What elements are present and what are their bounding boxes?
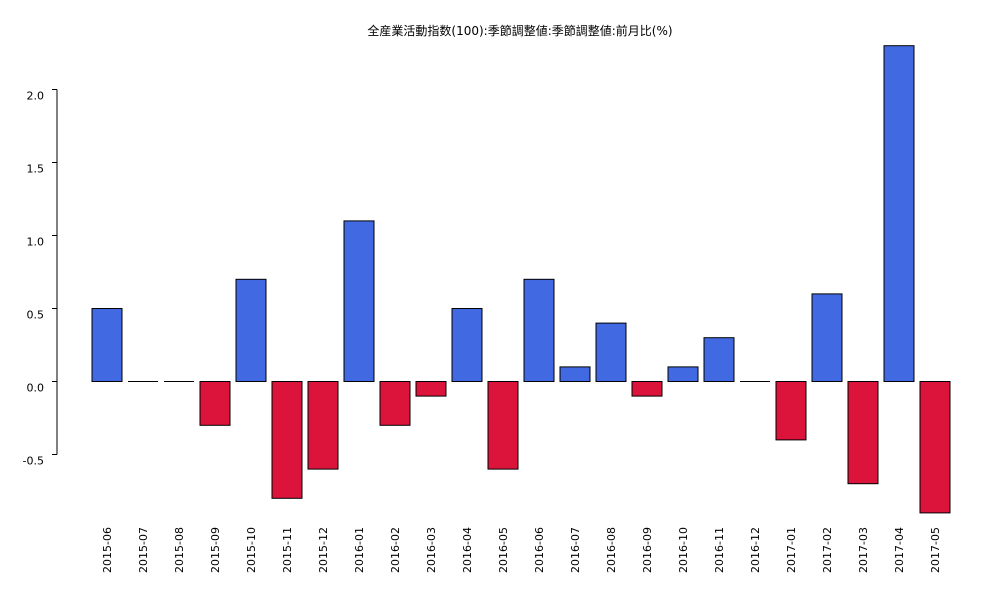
bar-2017-02 xyxy=(811,293,843,382)
x-tick-label: 2016-05 xyxy=(497,527,510,573)
bar-2016-01 xyxy=(343,220,375,382)
x-tick-label: 2015-08 xyxy=(173,527,186,573)
bar-2016-10 xyxy=(667,366,699,382)
x-tick-label: 2016-06 xyxy=(533,527,546,573)
bar-2016-08 xyxy=(595,322,627,383)
chart-title: 全産業活動指数(100):季節調整値:季節調整値:前月比(%) xyxy=(367,23,672,38)
y-tick-label: 1.0 xyxy=(27,236,45,249)
y-tick-label: 2.0 xyxy=(27,90,45,103)
y-tick-label: 0.5 xyxy=(27,309,45,322)
bar-2016-06 xyxy=(523,278,555,382)
x-tick-label: 2017-05 xyxy=(929,527,942,573)
x-tick-label: 2016-08 xyxy=(605,527,618,573)
x-tick-label: 2016-04 xyxy=(461,527,474,573)
x-tick-label: 2016-09 xyxy=(641,527,654,573)
x-tick-label: 2016-11 xyxy=(713,527,726,573)
bar-2016-03 xyxy=(415,381,447,397)
bar-2016-05 xyxy=(487,381,519,470)
x-tick-label: 2015-07 xyxy=(137,527,150,573)
bars xyxy=(91,45,951,514)
bar-2016-04 xyxy=(451,308,483,382)
x-tick-label: 2016-01 xyxy=(353,527,366,573)
x-tick-label: 2015-10 xyxy=(245,527,258,573)
bar-2016-02 xyxy=(379,381,411,426)
x-tick-label: 2017-03 xyxy=(857,527,870,573)
bar-2016-09 xyxy=(631,381,663,397)
bar-2016-07 xyxy=(559,366,591,382)
x-tick-label: 2016-03 xyxy=(425,527,438,573)
y-axis: -0.5 0.0 0.5 1.0 1.5 2.0 xyxy=(23,89,58,468)
x-tick-label: 2015-09 xyxy=(209,527,222,573)
x-tick-label: 2015-12 xyxy=(317,527,330,573)
y-tick-label: -0.5 xyxy=(23,455,44,468)
x-tick-label: 2017-04 xyxy=(893,527,906,573)
bar-2016-11 xyxy=(703,337,735,383)
bar-2017-05 xyxy=(919,381,951,514)
bar-2015-10 xyxy=(235,278,267,382)
bar-2017-03 xyxy=(847,381,879,485)
x-tick-label: 2016-10 xyxy=(677,527,690,573)
bar-2015-09 xyxy=(199,381,231,426)
bar-2017-01 xyxy=(775,381,807,441)
bar-2015-11 xyxy=(271,381,303,499)
x-tick-label: 2016-02 xyxy=(389,527,402,573)
bar-2015-06 xyxy=(91,308,123,382)
bar-2017-04 xyxy=(883,45,915,382)
x-tick-label: 2017-01 xyxy=(785,527,798,573)
y-tick-label: 0.0 xyxy=(27,382,45,395)
x-tick-label: 2015-06 xyxy=(101,527,114,573)
x-tick-label: 2015-11 xyxy=(281,527,294,573)
x-axis: 2015-06 2015-07 2015-08 2015-09 2015-10 2015-… xyxy=(101,527,942,573)
bar-2015-12 xyxy=(307,381,339,470)
y-tick-label: 1.5 xyxy=(27,163,45,176)
x-tick-label: 2016-12 xyxy=(749,527,762,573)
x-tick-label: 2016-07 xyxy=(569,527,582,573)
x-tick-label: 2017-02 xyxy=(821,527,834,573)
